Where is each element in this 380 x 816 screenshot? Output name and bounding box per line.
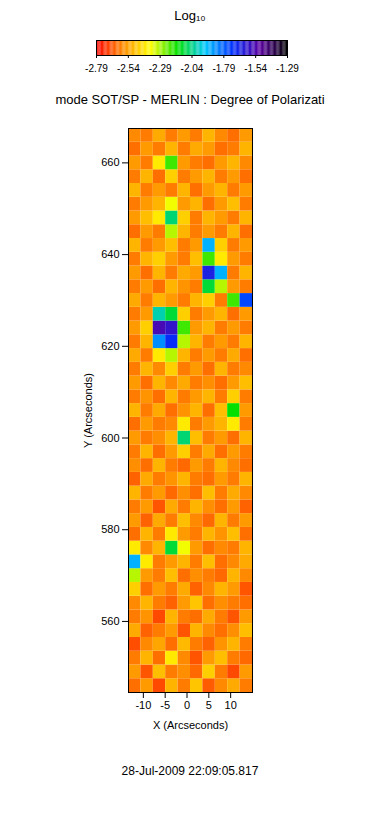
svg-text:-2.54: -2.54 [117,63,140,74]
svg-text:-1.79: -1.79 [212,63,235,74]
svg-text:-10: -10 [135,699,151,711]
svg-text:X (Arcseconds): X (Arcseconds) [153,719,228,731]
svg-text:-5: -5 [160,699,170,711]
svg-text:Y (Arcseconds): Y (Arcseconds) [82,373,94,448]
svg-text:-2.79: -2.79 [85,63,108,74]
svg-text:660: 660 [101,156,119,168]
svg-text:-1.54: -1.54 [244,63,267,74]
html-text:Log₁₀: Log₁₀ [174,8,206,23]
svg-text:580: 580 [101,523,119,535]
svg-text:600: 600 [101,432,119,444]
svg-text:560: 560 [101,615,119,627]
svg-text:5: 5 [206,699,212,711]
svg-text:-2.04: -2.04 [181,63,204,74]
html-text:28-Jul-2009 22:09:05.817: 28-Jul-2009 22:09:05.817 [121,764,259,778]
svg-text:620: 620 [101,340,119,352]
html-text:mode SOT/SP - MERLIN : Degree: mode SOT/SP - MERLIN : Degree of Polariz… [55,92,325,107]
svg-text:10: 10 [225,699,237,711]
svg-text:-2.29: -2.29 [149,63,172,74]
svg-text:-1.29: -1.29 [276,63,299,74]
svg-text:0: 0 [184,699,190,711]
svg-text:640: 640 [101,248,119,260]
